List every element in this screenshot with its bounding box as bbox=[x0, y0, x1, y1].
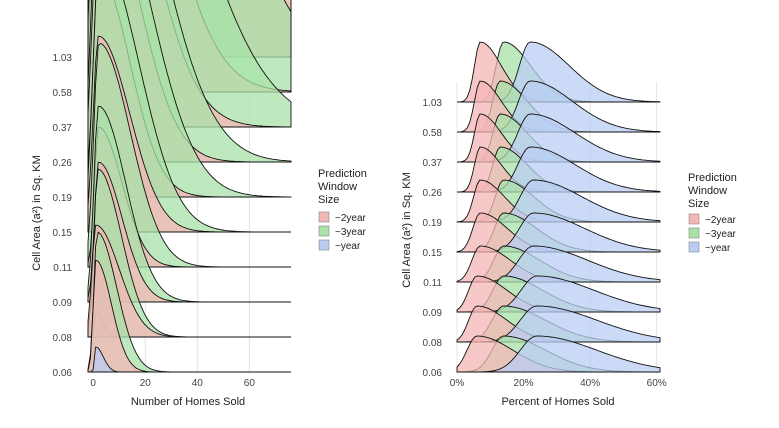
y-tick-label-right-2: 0.37 bbox=[423, 158, 443, 169]
y-tick-label-left-0: 1.03 bbox=[53, 53, 73, 64]
left-x-axis-title: Number of Homes Sold bbox=[131, 396, 245, 408]
y-tick-label-left-1: 0.58 bbox=[53, 88, 73, 99]
legend-right-swatch-3year bbox=[688, 227, 700, 239]
y-tick-label-right-6: 0.11 bbox=[423, 278, 442, 289]
x-tick-label-left-2: 40 bbox=[192, 378, 204, 389]
y-tick-label-right-8: 0.08 bbox=[423, 338, 443, 349]
y-tick-label-right-5: 0.15 bbox=[423, 248, 443, 259]
legend-left-title-line-3: Size bbox=[318, 194, 339, 206]
y-tick-label-right-4: 0.19 bbox=[423, 218, 443, 229]
y-tick-label-left-2: 0.37 bbox=[53, 123, 73, 134]
y-tick-label-right-0: 1.03 bbox=[423, 98, 443, 109]
y-tick-label-right-9: 0.06 bbox=[423, 368, 443, 379]
legend-left-label-2year: ~2year bbox=[335, 213, 367, 224]
plot-area-right: 0% 20% 40% 60% 1.03 0.58 0.37 0.26 0.19 0.15 0.11 0… bbox=[423, 41, 667, 389]
legend-right: Prediction Window Size ~2year ~3year ~ye… bbox=[688, 172, 737, 254]
y-tick-label-left-7: 0.09 bbox=[53, 298, 73, 309]
x-tick-label-right-3: 60% bbox=[647, 378, 667, 389]
legend-left-swatch-year bbox=[318, 239, 330, 251]
legend-left-title-line-1: Prediction bbox=[318, 168, 367, 180]
y-tick-label-left-4: 0.19 bbox=[53, 193, 73, 204]
y-tick-label-right-7: 0.09 bbox=[423, 308, 443, 319]
legend-right-title-line-3: Size bbox=[688, 198, 709, 210]
y-tick-label-right-1: 0.58 bbox=[423, 128, 443, 139]
legend-right-swatch-2year bbox=[688, 213, 700, 225]
legend-right-title-line-1: Prediction bbox=[688, 172, 737, 184]
right-x-axis-title: Percent of Homes Sold bbox=[501, 396, 614, 408]
right-y-axis-title: Cell Area (a²) in Sq. KM bbox=[401, 172, 413, 288]
chart-left: Number of Homes Sold Cell Area (a²) in S… bbox=[31, 155, 245, 408]
y-tick-label-left-6: 0.11 bbox=[53, 263, 72, 274]
legend-right-label-year: ~year bbox=[705, 243, 731, 254]
x-tick-label-left-1: 20 bbox=[140, 378, 152, 389]
x-tick-label-right-0: 0% bbox=[450, 378, 465, 389]
left-y-axis-title: Cell Area (a²) in Sq. KM bbox=[31, 155, 43, 271]
x-tick-label-right-1: 20% bbox=[514, 378, 534, 389]
x-tick-label-left-0: 0 bbox=[90, 378, 96, 389]
legend-right-label-3year: ~3year bbox=[705, 229, 737, 240]
y-tick-label-left-9: 0.06 bbox=[53, 368, 73, 379]
plot-area-left: 0 20 40 60 1.03 0.58 0.37 0.26 0.19 0.15 0.11 0.09 0… bbox=[53, 0, 292, 389]
legend-left: Prediction Window Size ~2year ~3year ~ye… bbox=[318, 168, 367, 252]
legend-left-label-year: ~year bbox=[335, 241, 361, 252]
legend-right-swatch-year bbox=[688, 241, 700, 253]
y-tick-label-left-5: 0.15 bbox=[53, 228, 73, 239]
legend-left-swatch-3year bbox=[318, 225, 330, 237]
legend-left-swatch-2year bbox=[318, 211, 330, 223]
y-tick-label-left-3: 0.26 bbox=[53, 158, 73, 169]
legend-right-title-line-2: Window bbox=[688, 185, 727, 197]
x-tick-label-left-3: 60 bbox=[244, 378, 256, 389]
legend-left-title-line-2: Window bbox=[318, 181, 357, 193]
legend-right-label-2year: ~2year bbox=[705, 215, 737, 226]
y-tick-label-right-3: 0.26 bbox=[423, 188, 443, 199]
y-tick-label-left-8: 0.08 bbox=[53, 333, 73, 344]
legend-left-label-3year: ~3year bbox=[335, 227, 367, 238]
chart-right: Percent of Homes Sold Cell Area (a²) in … bbox=[401, 172, 615, 408]
x-tick-label-right-2: 40% bbox=[580, 378, 600, 389]
density-right-0_06-year bbox=[457, 335, 661, 373]
